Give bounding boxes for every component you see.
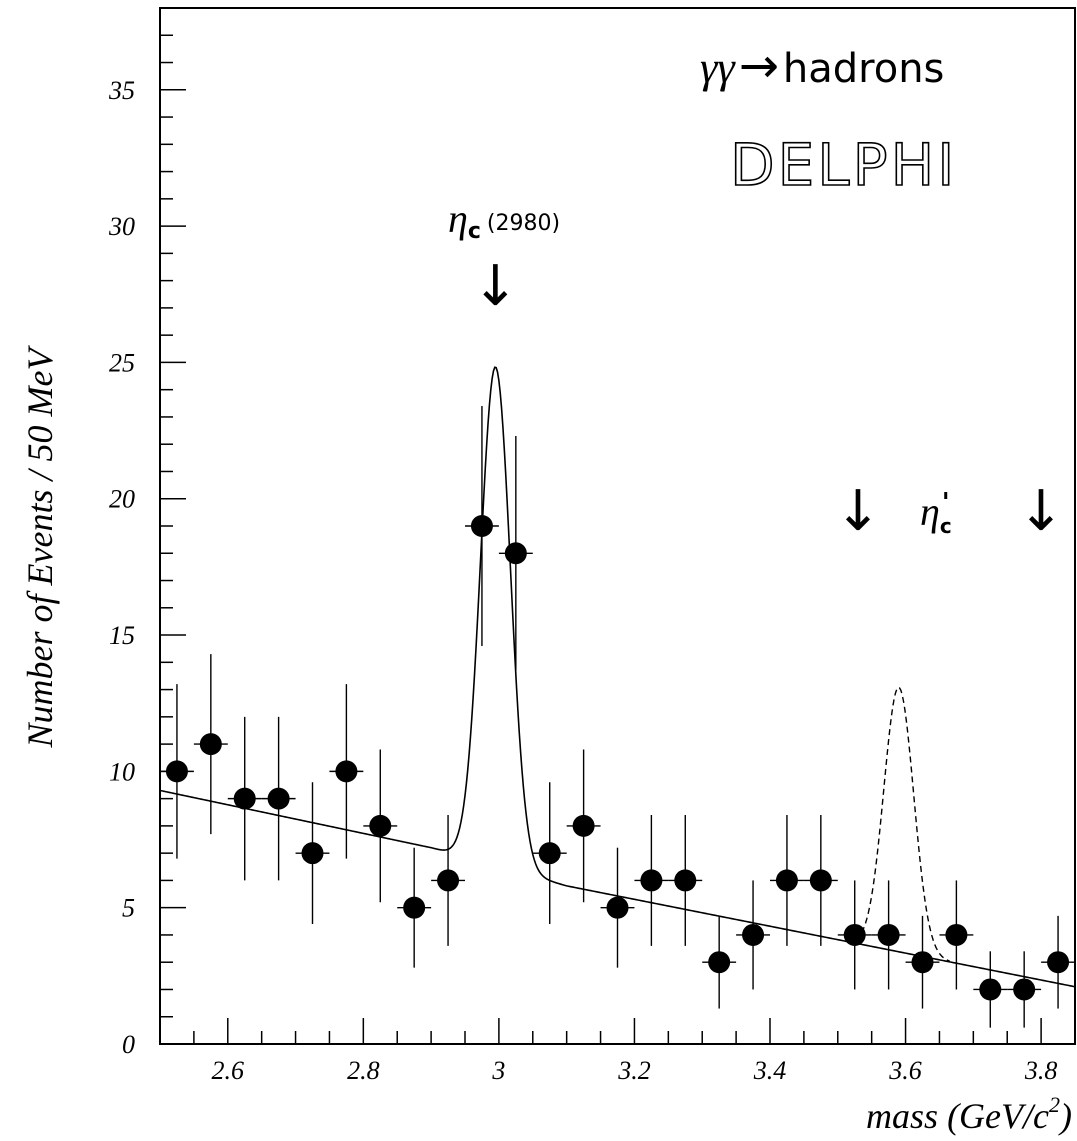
- data-point: [397, 847, 432, 968]
- data-point: [837, 880, 872, 990]
- y-axis-label: Number of Events / 50 MeV: [20, 345, 60, 749]
- data-point: [498, 436, 533, 671]
- data-marker: [979, 978, 1002, 1001]
- x-axis-ticks: 2.6 2.8 3 3.2 3.4 3.6 3.8: [159, 1018, 1076, 1085]
- data-point: [939, 880, 974, 990]
- data-marker: [199, 733, 222, 756]
- data-marker: [403, 896, 426, 919]
- data-marker: [606, 896, 629, 919]
- etacp-arrow-left: ↓: [835, 479, 882, 544]
- data-marker: [538, 842, 561, 865]
- x-tick-label: 2.6: [212, 1056, 245, 1085]
- data-marker: [437, 869, 460, 892]
- x-tick-label: 3.2: [617, 1056, 651, 1085]
- data-point: [431, 814, 465, 946]
- y-tick-label: 25: [109, 348, 135, 377]
- data-point: [227, 716, 262, 881]
- x-tick-label: 3.6: [888, 1056, 922, 1085]
- data-marker: [775, 869, 798, 892]
- data-marker: [877, 923, 900, 946]
- process-label: γγ→ hadrons: [700, 38, 944, 94]
- data-marker: [945, 923, 968, 946]
- data-point: [329, 684, 364, 859]
- data-marker: [335, 760, 358, 783]
- process-arrow: →: [739, 38, 779, 94]
- expected-peak-curve: [854, 686, 950, 962]
- data-point: [803, 814, 838, 946]
- data-point: [736, 880, 770, 990]
- y-tick-label: 10: [109, 757, 135, 786]
- data-marker: [1013, 978, 1036, 1001]
- x-tick-label: 3.8: [1024, 1056, 1058, 1085]
- data-point: [905, 915, 940, 1009]
- y-tick-label: 35: [108, 76, 135, 105]
- data-marker: [369, 814, 392, 837]
- data-point: [1007, 951, 1042, 1028]
- data-marker: [233, 787, 256, 810]
- data-point: [668, 814, 703, 946]
- data-point: [702, 915, 737, 1009]
- data-marker: [640, 869, 663, 892]
- experiment-label: DELPHI: [730, 131, 957, 199]
- x-tick-label: 3: [491, 1056, 505, 1085]
- data-marker: [470, 515, 493, 537]
- etacp-label: ηc': [920, 488, 952, 538]
- data-points: [160, 406, 1075, 1028]
- data-marker: [165, 760, 188, 783]
- data-point: [770, 814, 804, 946]
- y-tick-label: 0: [122, 1030, 135, 1059]
- etac-label: ηc (2980): [448, 196, 560, 244]
- data-point: [1041, 915, 1075, 1009]
- etacp-arrow-right: ↓: [1018, 479, 1065, 544]
- data-marker: [572, 814, 595, 837]
- data-marker: [809, 869, 832, 892]
- data-point: [160, 684, 194, 859]
- x-axis-label-sup: 2: [1049, 1092, 1060, 1117]
- y-tick-label: 5: [122, 894, 135, 923]
- data-marker: [267, 787, 290, 810]
- data-marker: [674, 869, 697, 892]
- data-marker: [708, 951, 731, 974]
- data-point: [532, 782, 567, 925]
- y-tick-label: 15: [109, 621, 135, 650]
- data-point: [973, 951, 1008, 1028]
- process-text: hadrons: [783, 46, 944, 92]
- x-axis-label: mass (GeV/c2): [866, 1092, 1072, 1136]
- x-tick-label: 3.4: [753, 1056, 787, 1085]
- data-point: [261, 716, 296, 881]
- data-marker: [911, 951, 934, 974]
- process-gamma: γγ: [700, 43, 736, 92]
- x-axis-label-main: mass (GeV/c: [866, 1096, 1049, 1136]
- x-axis-label-close: ): [1058, 1096, 1072, 1136]
- y-axis-ticks: 0 5 10 15 20 25 30 35: [108, 7, 186, 1059]
- data-point: [295, 782, 330, 925]
- data-point: [634, 814, 669, 946]
- y-tick-label: 20: [109, 485, 135, 514]
- data-point: [193, 654, 228, 835]
- data-marker: [301, 842, 324, 865]
- x-tick-label: 2.8: [347, 1056, 380, 1085]
- data-marker: [1047, 951, 1070, 974]
- data-marker: [504, 542, 527, 565]
- data-point: [600, 847, 635, 968]
- etac-arrow: ↓: [472, 254, 519, 319]
- y-tick-label: 30: [108, 212, 135, 241]
- data-point: [871, 880, 906, 990]
- data-point: [566, 749, 601, 903]
- data-marker: [742, 923, 765, 946]
- data-point: [465, 406, 499, 646]
- data-point: [363, 749, 398, 903]
- data-marker: [843, 923, 866, 946]
